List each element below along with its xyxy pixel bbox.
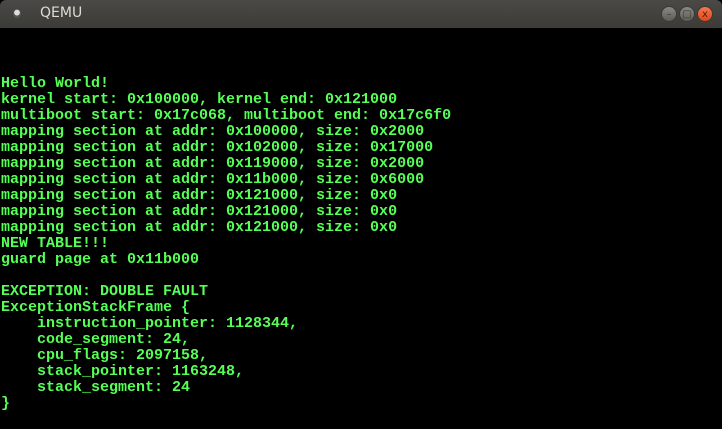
console-line: ExceptionStackFrame { — [1, 299, 191, 316]
close-button[interactable]: x — [697, 6, 713, 22]
console-line: instruction_pointer: 1128344, — [1, 315, 299, 332]
console-line: kernel start: 0x100000, kernel end: 0x12… — [1, 91, 398, 108]
console-output: Hello World! kernel start: 0x100000, kern… — [1, 76, 451, 412]
console-line: NEW TABLE!!! — [1, 235, 110, 252]
console-line: mapping section at addr: 0x121000, size:… — [1, 203, 398, 220]
console-line: mapping section at addr: 0x119000, size:… — [1, 155, 425, 172]
console-line: code_segment: 24, — [1, 331, 191, 348]
console-line: Hello World! — [1, 75, 110, 92]
maximize-button[interactable]: □ — [679, 6, 695, 22]
window-title: QEMU — [40, 5, 83, 21]
console-line — [1, 268, 451, 284]
console-line: mapping section at addr: 0x100000, size:… — [1, 123, 425, 140]
console-line: mapping section at addr: 0x121000, size:… — [1, 187, 398, 204]
console-line: stack_segment: 24 — [1, 379, 191, 396]
console-line: cpu_flags: 2097158, — [1, 347, 209, 364]
console-line: guard page at 0x11b000 — [1, 251, 200, 268]
console-line: stack_pointer: 1163248, — [1, 363, 245, 380]
console-line: multiboot start: 0x17c068, multiboot end… — [1, 107, 452, 124]
console-line: } — [1, 395, 11, 412]
vm-display[interactable]: Hello World! kernel start: 0x100000, kern… — [0, 28, 722, 429]
qemu-app-icon — [13, 9, 21, 18]
console-line: mapping section at addr: 0x11b000, size:… — [1, 171, 425, 188]
minimize-button[interactable]: – — [661, 6, 677, 22]
title-bar[interactable]: QEMU – □ x — [0, 0, 722, 28]
console-line: mapping section at addr: 0x121000, size:… — [1, 219, 398, 236]
console-line: EXCEPTION: DOUBLE FAULT — [1, 283, 209, 300]
console-line: mapping section at addr: 0x102000, size:… — [1, 139, 434, 156]
